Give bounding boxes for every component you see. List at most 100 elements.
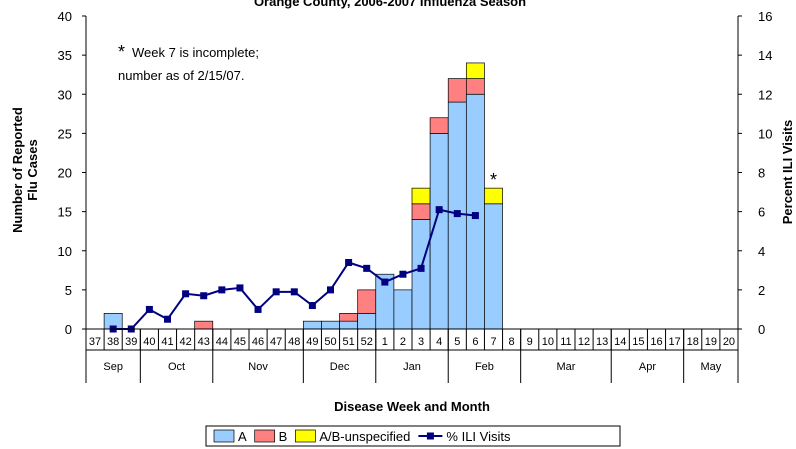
ili-point <box>435 206 443 214</box>
legend-label: B <box>279 429 288 444</box>
ili-point <box>218 286 226 294</box>
ili-point <box>236 284 244 292</box>
bar-segment <box>357 313 377 330</box>
x-tick-label: 48 <box>288 336 300 348</box>
x-axis-label: Disease Week and Month <box>334 399 490 414</box>
x-tick-label: 41 <box>161 336 173 348</box>
x-tick-label: 49 <box>306 336 318 348</box>
x-tick-label: 7 <box>490 336 496 348</box>
y2-tick-label: 16 <box>758 9 772 24</box>
x-tick-label: 11 <box>560 336 571 348</box>
bar-segment <box>465 93 485 330</box>
ili-point <box>381 278 389 286</box>
x-tick-label: 13 <box>596 336 608 348</box>
annotation: number as of 2/15/07. <box>118 68 244 83</box>
x-tick-label: 46 <box>252 336 264 348</box>
legend-label: % ILI Visits <box>446 429 511 444</box>
x-tick-label: 40 <box>143 336 155 348</box>
ili-point <box>471 212 479 220</box>
ili-point <box>308 302 316 310</box>
bar-segment <box>411 219 431 330</box>
y-axis-label-line: Number of Reported <box>10 107 25 233</box>
y-tick-label: 15 <box>58 205 72 220</box>
ili-point <box>290 288 298 296</box>
x-tick-label: 5 <box>454 336 460 348</box>
bar-segment <box>411 187 431 205</box>
bar-segment <box>465 78 485 95</box>
y-tick-label: 5 <box>65 283 72 298</box>
x-tick-label: 47 <box>270 336 282 348</box>
y2-tick-label: 12 <box>758 87 772 102</box>
y-tick-label: 20 <box>58 166 72 181</box>
y2-tick-label: 2 <box>758 283 765 298</box>
annotation: * <box>490 170 497 190</box>
x-tick-label: 37 <box>89 336 101 348</box>
ili-point <box>453 210 461 218</box>
x-tick-label: 44 <box>216 336 228 348</box>
y2-tick-label: 8 <box>758 166 765 181</box>
bar-segment <box>357 289 377 314</box>
x-tick-label: 38 <box>107 336 119 348</box>
x-tick-label: 19 <box>705 336 717 348</box>
x-tick-label: 12 <box>578 336 590 348</box>
y-tick-label: 35 <box>58 48 72 63</box>
month-label: Mar <box>556 361 575 373</box>
annotation: Week 7 is incomplete; <box>132 45 259 60</box>
bar-segment <box>194 320 214 330</box>
bar-segment <box>321 320 340 330</box>
y-tick-label: 30 <box>58 87 72 102</box>
month-label: Dec <box>330 361 350 373</box>
y2-tick-label: 4 <box>758 244 765 259</box>
y-axis-label-line: Flu Cases <box>25 139 40 200</box>
legend-label: A/B-unspecified <box>319 429 410 444</box>
ili-point <box>327 286 334 294</box>
y2-tick-label: 10 <box>758 126 772 141</box>
legend-swatch <box>254 429 276 443</box>
x-tick-label: 15 <box>632 336 644 348</box>
x-tick-label: 3 <box>418 336 424 348</box>
y-axis-label: Number of Reported Flu Cases <box>10 107 40 233</box>
ili-point <box>363 264 371 272</box>
ili-point <box>417 264 425 272</box>
month-label: Jan <box>403 361 421 373</box>
ili-point <box>164 315 171 323</box>
legend-swatch <box>294 429 316 443</box>
bar-segment <box>484 187 503 205</box>
month-label: Apr <box>639 361 656 373</box>
ili-point <box>200 292 208 300</box>
ili-point <box>145 305 153 313</box>
x-tick-label: 2 <box>400 336 406 348</box>
bar-segment <box>484 203 503 330</box>
ili-point <box>182 290 190 298</box>
x-tick-label: 10 <box>542 336 554 348</box>
month-label: Oct <box>168 361 185 373</box>
x-tick-label: 20 <box>723 336 735 348</box>
ili-point <box>272 288 280 296</box>
x-tick-label: 43 <box>198 336 210 348</box>
month-label: Feb <box>475 361 494 373</box>
month-label: Nov <box>248 361 268 373</box>
y-tick-label: 0 <box>65 322 72 337</box>
y2-tick-label: 14 <box>758 48 772 63</box>
x-tick-label: 18 <box>687 336 699 348</box>
x-tick-label: 4 <box>436 336 442 348</box>
bar-segment <box>411 203 431 220</box>
y2-tick-label: 6 <box>758 205 765 220</box>
y-tick-label: 10 <box>58 244 72 259</box>
ili-point <box>345 258 353 266</box>
bar-segment <box>393 289 413 330</box>
x-tick-label: 52 <box>361 336 373 348</box>
month-label: May <box>700 361 721 373</box>
bar-segment <box>429 117 449 134</box>
bar-segment <box>465 62 485 79</box>
x-tick-label: 50 <box>324 336 336 348</box>
month-label: Sep <box>103 361 123 373</box>
x-tick-label: 39 <box>125 336 137 348</box>
bar-segment <box>339 313 359 322</box>
chart-title: Orange County, 2006-2007 Influenza Seaso… <box>254 0 526 9</box>
x-tick-label: 17 <box>668 336 680 348</box>
x-tick-label: 14 <box>614 336 626 348</box>
y2-tick-label: 0 <box>758 322 765 337</box>
x-tick-label: 1 <box>382 336 388 348</box>
